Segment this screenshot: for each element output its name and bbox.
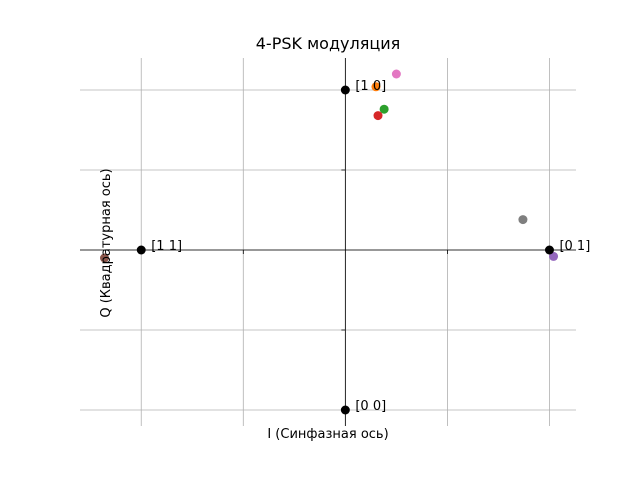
received-point-5 <box>549 251 559 261</box>
received-point-6 <box>99 253 109 263</box>
ideal-point-0 <box>544 245 554 255</box>
ideal-point-1 <box>340 85 350 95</box>
ideal-point-label-0: [0 1] <box>559 239 590 254</box>
x-axis-label: I (Синфазная ось) <box>267 427 388 442</box>
y-axis-label: Q (Квадратурная ось) <box>99 168 114 317</box>
received-point-2 <box>379 104 389 114</box>
point-labels: [0 1] [1 0] [1 1] [0 0] <box>151 79 590 414</box>
received-point-3 <box>373 111 383 121</box>
received-point-4 <box>518 215 528 225</box>
ideal-point-label-2: [1 1] <box>151 239 182 254</box>
data-points <box>99 69 559 415</box>
ideal-point-label-1: [1 0] <box>355 79 386 94</box>
received-point-0 <box>371 82 381 92</box>
received-point-1 <box>391 69 401 79</box>
ideal-point-label-3: [0 0] <box>355 399 386 414</box>
ideal-point-2 <box>136 245 146 255</box>
ideal-point-3 <box>340 405 350 415</box>
chart-title: 4-PSK модуляция <box>256 34 401 53</box>
